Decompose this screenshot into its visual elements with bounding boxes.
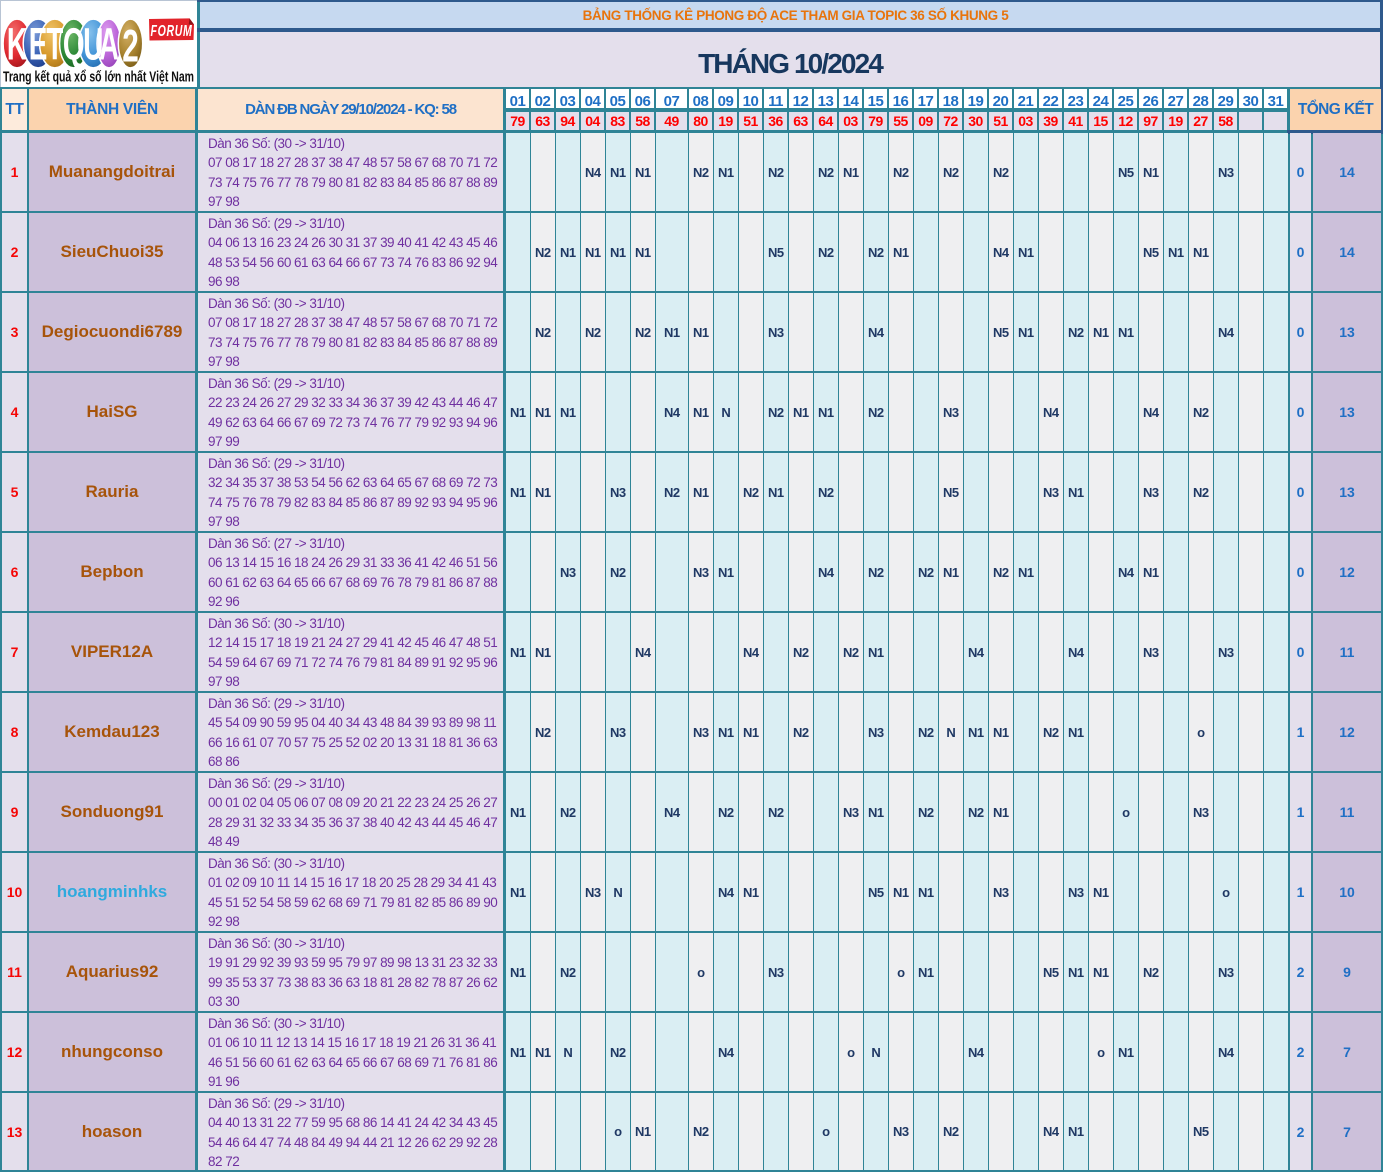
- svg-text:A: A: [99, 19, 119, 69]
- svg-text:K: K: [7, 19, 27, 69]
- svg-text:Trang kết quả xổ số lớn nhất V: Trang kết quả xổ số lớn nhất Việt Nam: [3, 70, 194, 86]
- svg-text:FORUM: FORUM: [151, 22, 193, 40]
- svg-text:E: E: [29, 19, 48, 69]
- svg-text:Q: Q: [63, 19, 85, 69]
- svg-text:U: U: [83, 19, 103, 69]
- svg-text:T: T: [46, 19, 63, 69]
- svg-text:2: 2: [122, 21, 139, 72]
